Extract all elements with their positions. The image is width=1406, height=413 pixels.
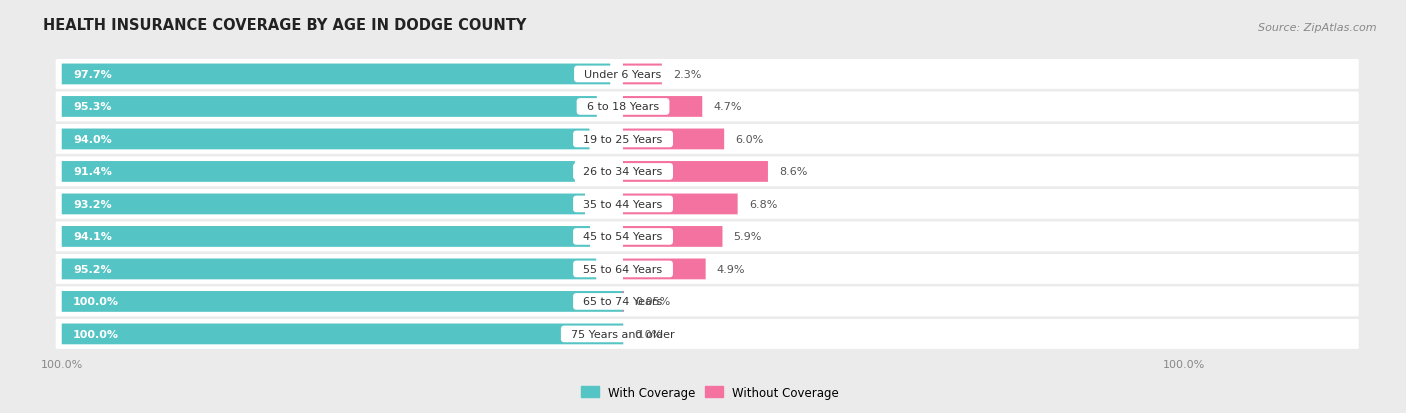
Text: 19 to 25 Years: 19 to 25 Years [576, 135, 669, 145]
FancyBboxPatch shape [62, 291, 623, 312]
FancyBboxPatch shape [56, 157, 1358, 187]
Legend: With Coverage, Without Coverage: With Coverage, Without Coverage [576, 381, 844, 404]
Text: Under 6 Years: Under 6 Years [578, 70, 669, 80]
Text: 4.9%: 4.9% [717, 264, 745, 274]
FancyBboxPatch shape [623, 226, 723, 247]
Text: 8.6%: 8.6% [779, 167, 807, 177]
FancyBboxPatch shape [62, 194, 585, 215]
Text: 6.0%: 6.0% [735, 135, 763, 145]
Text: 94.1%: 94.1% [73, 232, 112, 242]
FancyBboxPatch shape [623, 161, 768, 183]
Text: 0.05%: 0.05% [636, 297, 671, 307]
Text: 55 to 64 Years: 55 to 64 Years [576, 264, 669, 274]
FancyBboxPatch shape [62, 226, 591, 247]
Text: 26 to 34 Years: 26 to 34 Years [576, 167, 669, 177]
Text: 0.0%: 0.0% [634, 329, 662, 339]
FancyBboxPatch shape [623, 97, 702, 118]
Text: 97.7%: 97.7% [73, 70, 112, 80]
FancyBboxPatch shape [62, 97, 596, 118]
Text: 45 to 54 Years: 45 to 54 Years [576, 232, 669, 242]
Text: Source: ZipAtlas.com: Source: ZipAtlas.com [1258, 23, 1376, 33]
FancyBboxPatch shape [62, 259, 596, 280]
Text: 35 to 44 Years: 35 to 44 Years [576, 199, 669, 209]
FancyBboxPatch shape [56, 92, 1358, 122]
Text: 100.0%: 100.0% [73, 329, 120, 339]
FancyBboxPatch shape [56, 287, 1358, 317]
FancyBboxPatch shape [623, 129, 724, 150]
Text: 91.4%: 91.4% [73, 167, 112, 177]
FancyBboxPatch shape [62, 129, 589, 150]
Text: 100.0%: 100.0% [73, 297, 120, 307]
Text: 5.9%: 5.9% [734, 232, 762, 242]
FancyBboxPatch shape [56, 125, 1358, 154]
FancyBboxPatch shape [62, 64, 610, 85]
Text: 6.8%: 6.8% [749, 199, 778, 209]
FancyBboxPatch shape [56, 254, 1358, 284]
FancyBboxPatch shape [623, 64, 662, 85]
Text: 75 Years and older: 75 Years and older [564, 329, 682, 339]
FancyBboxPatch shape [56, 190, 1358, 219]
Text: 4.7%: 4.7% [713, 102, 742, 112]
Text: 95.3%: 95.3% [73, 102, 111, 112]
Text: 95.2%: 95.2% [73, 264, 111, 274]
FancyBboxPatch shape [56, 319, 1358, 349]
FancyBboxPatch shape [623, 259, 706, 280]
FancyBboxPatch shape [62, 324, 623, 344]
Text: 65 to 74 Years: 65 to 74 Years [576, 297, 669, 307]
FancyBboxPatch shape [56, 60, 1358, 90]
Text: HEALTH INSURANCE COVERAGE BY AGE IN DODGE COUNTY: HEALTH INSURANCE COVERAGE BY AGE IN DODG… [44, 18, 526, 33]
FancyBboxPatch shape [62, 161, 575, 183]
FancyBboxPatch shape [623, 194, 738, 215]
Text: 94.0%: 94.0% [73, 135, 112, 145]
Text: 6 to 18 Years: 6 to 18 Years [581, 102, 666, 112]
Text: 2.3%: 2.3% [673, 70, 702, 80]
Text: 93.2%: 93.2% [73, 199, 111, 209]
FancyBboxPatch shape [56, 222, 1358, 252]
